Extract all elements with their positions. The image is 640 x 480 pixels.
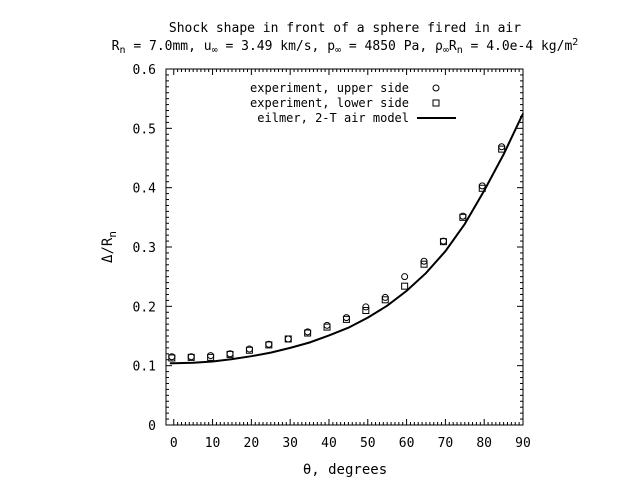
subtitle-rho-r-subscript: n — [457, 45, 463, 56]
lower-side-point — [245, 346, 253, 354]
chart-title: Shock shape in front of a sphere fired i… — [169, 21, 521, 36]
upper-side-point — [207, 352, 215, 360]
subtitle-rho-r: R — [449, 39, 457, 54]
upper-side-point — [381, 293, 389, 301]
y-axis-label: Δ/Rn — [100, 231, 119, 263]
lower-side-point — [284, 335, 292, 343]
lower-side-point — [323, 323, 331, 331]
subtitle-pinf-subscript: ∞ — [335, 45, 341, 56]
subtitle-rho-value: = 4.0e-4 kg/m — [463, 39, 573, 54]
legend-label-upper: experiment, upper side — [250, 81, 409, 95]
legend-label-model: eilmer, 2-T air model — [257, 111, 409, 125]
lower-side-point — [265, 341, 273, 349]
y-tick-label: 0.1 — [133, 360, 156, 375]
legend-marker-circle — [432, 84, 440, 92]
x-tick-label: 40 — [321, 436, 337, 451]
y-axis-label-main: Δ/R — [100, 237, 116, 263]
subtitle-rn-symbol: R — [112, 39, 120, 54]
x-tick-label: 70 — [438, 436, 454, 451]
lower-side-point — [362, 306, 370, 314]
lower-side-point — [342, 315, 350, 323]
upper-side-point — [284, 335, 292, 343]
lower-side-point — [459, 213, 467, 221]
legend: experiment, upper side experiment, lower… — [250, 81, 456, 125]
x-tick-label: 10 — [205, 436, 221, 451]
data-marks — [168, 113, 524, 365]
legend-label-lower: experiment, lower side — [250, 96, 409, 110]
x-tick-label: 0 — [170, 436, 178, 451]
lower-side-point — [439, 238, 447, 246]
model-line — [169, 113, 524, 365]
subtitle-uinf-value: = 3.49 km/s, p — [218, 39, 336, 54]
lower-side-point — [420, 260, 428, 268]
y-tick-label: 0.4 — [133, 182, 157, 197]
lower-side-point — [478, 184, 486, 192]
lower-side-point — [401, 282, 409, 290]
lower-side-point — [226, 350, 234, 358]
subtitle-rn-value: = 7.0mm, u — [126, 39, 212, 54]
upper-side-point — [498, 143, 506, 151]
x-tick-label: 20 — [244, 436, 260, 451]
lower-side-point — [381, 296, 389, 304]
y-tick-label: 0.5 — [133, 122, 156, 137]
x-tick-label: 30 — [282, 436, 298, 451]
lower-side-point — [187, 353, 195, 361]
lower-side-point — [498, 145, 506, 153]
axis-ticks — [166, 68, 524, 426]
legend-marker-square — [432, 99, 440, 107]
subtitle-rn-subscript: n — [119, 45, 125, 56]
upper-side-point — [478, 182, 486, 190]
lower-side-point — [207, 353, 215, 361]
upper-side-point — [362, 303, 370, 311]
subtitle-uinf-subscript: ∞ — [212, 45, 218, 56]
subtitle-rho-superscript: 2 — [572, 37, 578, 48]
y-tick-label: 0 — [148, 419, 156, 434]
y-tick-label: 0.2 — [133, 300, 156, 315]
x-tick-label: 50 — [360, 436, 376, 451]
subtitle-rho-subscript: ∞ — [443, 45, 449, 56]
lower-side-point — [168, 354, 176, 362]
lower-side-point — [304, 329, 312, 337]
x-axis-label: θ, degrees — [303, 462, 387, 478]
x-tick-label: 60 — [399, 436, 415, 451]
upper-side-point — [342, 314, 350, 322]
y-tick-label: 0.3 — [133, 241, 156, 256]
upper-side-point — [323, 321, 331, 329]
chart-subtitle: Rn = 7.0mm, u∞ = 3.49 km/s, p∞ = 4850 Pa… — [112, 37, 579, 56]
y-axis-label-subscript: n — [106, 231, 119, 238]
x-tick-label: 90 — [515, 436, 531, 451]
x-tick-label: 80 — [476, 436, 492, 451]
subtitle-pinf-value: = 4850 Pa, ρ — [341, 39, 443, 54]
y-tick-label: 0.6 — [133, 63, 156, 78]
axis-tick-labels: 0 10 20 30 40 50 60 70 80 90 0 0.1 0.2 0.3 0.4 0.5 0.6 — [133, 63, 531, 451]
upper-side-point — [401, 273, 409, 281]
